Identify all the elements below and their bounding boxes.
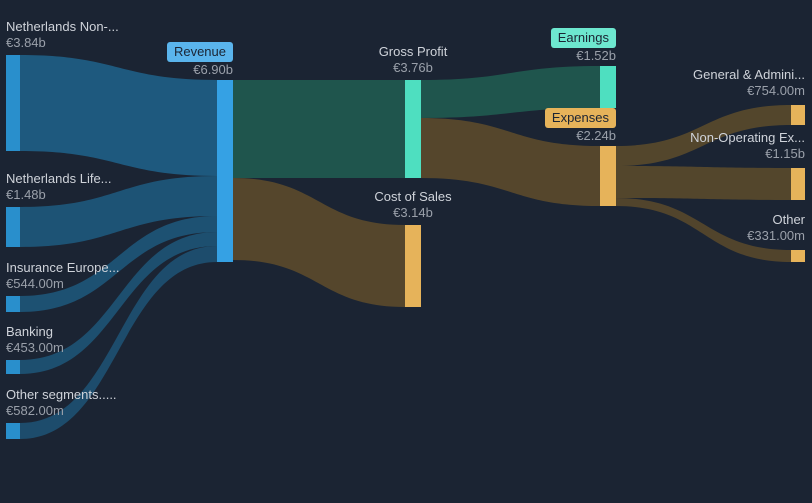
label-name-ga: General & Admini... [693, 67, 805, 83]
label-name-other_seg: Other segments..... [6, 387, 117, 403]
node-earnings [600, 66, 616, 108]
label-value-neth_life: €1.48b [6, 187, 112, 203]
label-name-neth_non: Netherlands Non-... [6, 19, 119, 35]
flow-revenue-to-gross [233, 80, 405, 178]
label-value-neth_non: €3.84b [6, 35, 119, 51]
node-neth_life [6, 207, 20, 247]
node-ga [791, 105, 805, 125]
label-name-other: Other [747, 212, 805, 228]
label-name-gross: Gross Profit [333, 44, 493, 60]
label-gross: Gross Profit€3.76b [333, 44, 493, 77]
node-gross [405, 80, 421, 178]
node-nonop [791, 168, 805, 200]
node-ins_eu [6, 296, 20, 312]
label-earnings: Earnings€1.52b [551, 28, 616, 65]
label-name-ins_eu: Insurance Europe... [6, 260, 119, 276]
node-neth_non [6, 55, 20, 151]
label-name-earnings: Earnings [551, 28, 616, 48]
label-name-cos: Cost of Sales [333, 189, 493, 205]
label-cos: Cost of Sales€3.14b [333, 189, 493, 222]
label-name-banking: Banking [6, 324, 64, 340]
label-other: Other€331.00m [747, 212, 805, 245]
flow-expenses-to-nonop [616, 166, 791, 200]
label-expenses: Expenses€2.24b [545, 108, 616, 145]
label-value-gross: €3.76b [333, 60, 493, 76]
node-revenue [217, 80, 233, 262]
label-value-nonop: €1.15b [690, 146, 805, 162]
node-cos [405, 225, 421, 307]
label-value-ga: €754.00m [693, 83, 805, 99]
label-value-other_seg: €582.00m [6, 403, 117, 419]
node-banking [6, 360, 20, 374]
label-name-neth_life: Netherlands Life... [6, 171, 112, 187]
label-banking: Banking€453.00m [6, 324, 64, 357]
node-other [791, 250, 805, 262]
label-neth_non: Netherlands Non-...€3.84b [6, 19, 119, 52]
label-name-revenue: Revenue [167, 42, 233, 62]
label-ins_eu: Insurance Europe...€544.00m [6, 260, 119, 293]
label-value-cos: €3.14b [333, 205, 493, 221]
label-other_seg: Other segments.....€582.00m [6, 387, 117, 420]
label-value-revenue: €6.90b [167, 62, 233, 78]
label-value-earnings: €1.52b [551, 48, 616, 64]
label-ga: General & Admini...€754.00m [693, 67, 805, 100]
label-revenue: Revenue€6.90b [167, 42, 233, 79]
label-value-ins_eu: €544.00m [6, 276, 119, 292]
label-name-nonop: Non-Operating Ex... [690, 130, 805, 146]
chip-expenses: Expenses [545, 108, 616, 128]
label-neth_life: Netherlands Life...€1.48b [6, 171, 112, 204]
label-name-expenses: Expenses [545, 108, 616, 128]
chip-revenue: Revenue [167, 42, 233, 62]
node-expenses [600, 146, 616, 206]
label-nonop: Non-Operating Ex...€1.15b [690, 130, 805, 163]
node-other_seg [6, 423, 20, 439]
label-value-other: €331.00m [747, 228, 805, 244]
chip-earnings: Earnings [551, 28, 616, 48]
label-value-banking: €453.00m [6, 340, 64, 356]
label-value-expenses: €2.24b [545, 128, 616, 144]
